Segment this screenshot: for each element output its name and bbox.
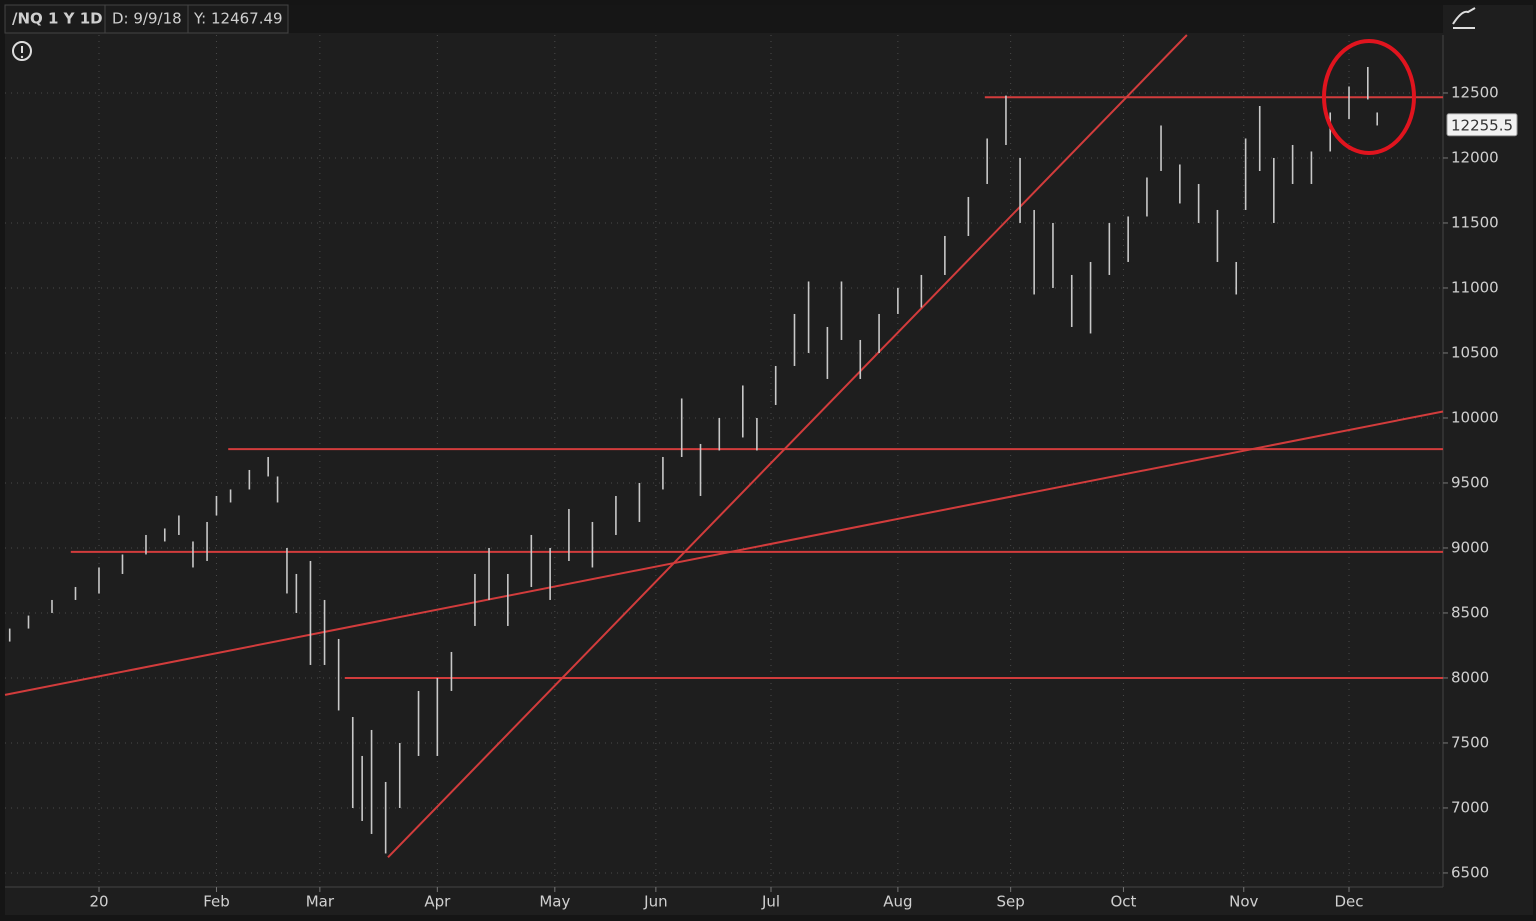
x-tick-label: Aug — [883, 893, 912, 911]
y-tick-label: 12500 — [1451, 83, 1499, 101]
cursor-date: D: 9/9/18 — [112, 10, 182, 28]
price-bars — [8, 66, 1379, 854]
x-tick-label: Feb — [203, 893, 230, 911]
x-tick-label: Nov — [1229, 893, 1258, 911]
last-price-box — [1446, 113, 1518, 137]
highlight-circle — [1322, 39, 1416, 155]
x-tick-label: Oct — [1110, 893, 1136, 911]
x-tick-label: Apr — [424, 893, 451, 911]
y-tick-label: 11500 — [1451, 213, 1499, 231]
y-tick-label: 6500 — [1451, 863, 1489, 881]
cursor-value: Y: 12467.49 — [193, 10, 283, 28]
axes: 6500 7000 7500 8000 8500 9000 9500 10000 10500 11… — [89, 83, 1518, 911]
y-tick-label: 8500 — [1451, 603, 1489, 621]
header-cell — [104, 4, 189, 34]
alert-icon-dot — [20, 55, 24, 59]
x-tick-label: Dec — [1334, 893, 1363, 911]
y-tick-label: 7000 — [1451, 798, 1489, 816]
header: /NQ 1 Y 1D D: 9/9/18 Y: 12467.49 — [4, 4, 1476, 61]
y-tick-label: 7500 — [1451, 733, 1489, 751]
plot-area — [5, 5, 1443, 887]
drawing-icon[interactable] — [1452, 7, 1476, 29]
y-tick-label: 8000 — [1451, 668, 1489, 686]
time-axis-area — [5, 887, 1533, 915]
y-tick-label: 9000 — [1451, 538, 1489, 556]
trend-line — [4, 410, 1444, 696]
x-tick-label: Jun — [643, 893, 667, 911]
price-axis-area — [1443, 5, 1533, 887]
header-cell — [4, 4, 106, 34]
y-tick-label: 10500 — [1451, 343, 1499, 361]
trend-line — [387, 34, 1188, 859]
y-tick-label: 10000 — [1451, 408, 1499, 426]
drawings — [4, 34, 1444, 859]
x-tick-label: Jul — [761, 893, 780, 911]
x-tick-label: Sep — [997, 893, 1025, 911]
x-tick-label: May — [539, 893, 570, 911]
symbol[interactable]: /NQ 1 Y 1D — [12, 10, 103, 28]
y-tick-label: 9500 — [1451, 473, 1489, 491]
alert-icon[interactable] — [12, 41, 32, 61]
x-tick-label: 20 — [89, 893, 108, 911]
y-tick-label: 11000 — [1451, 278, 1499, 296]
y-tick-label: 12000 — [1451, 148, 1499, 166]
grid — [5, 35, 1443, 887]
header-cell — [187, 4, 289, 34]
x-tick-label: Mar — [306, 893, 335, 911]
last-price-label: 12255.5 — [1451, 116, 1513, 134]
